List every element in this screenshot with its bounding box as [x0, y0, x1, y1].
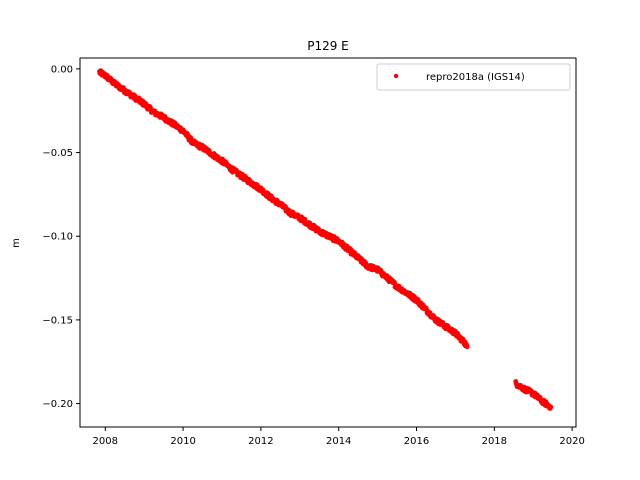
legend: repro2018a (IGS14) — [376, 63, 571, 91]
x-axis: 2008 2010 2012 2014 2016 2018 2020 — [93, 427, 585, 447]
y-tick-label: −0.20 — [42, 399, 73, 410]
x-tick-label: 2018 — [482, 436, 507, 447]
y-tick-label: −0.05 — [42, 148, 73, 159]
axes-frame — [79, 57, 577, 428]
x-tick-label: 2020 — [559, 436, 584, 447]
data-point — [548, 404, 554, 410]
y-axis-label: m — [11, 238, 22, 248]
plot-area — [97, 68, 554, 411]
x-tick-label: 2010 — [170, 436, 195, 447]
legend-marker — [393, 73, 399, 79]
chart-title: P129 E — [307, 39, 349, 53]
y-tick-label: 0.00 — [51, 64, 73, 75]
data-point — [464, 344, 470, 350]
x-tick-label: 2012 — [248, 436, 273, 447]
legend-entry-label: repro2018a (IGS14) — [426, 72, 525, 83]
x-tick-label: 2008 — [93, 436, 118, 447]
x-tick-label: 2016 — [404, 436, 429, 447]
y-tick-label: −0.10 — [42, 232, 73, 243]
y-axis: 0.00 −0.05 −0.10 −0.15 −0.20 — [42, 64, 80, 410]
x-tick-label: 2014 — [326, 436, 351, 447]
legend-box — [376, 63, 571, 91]
y-tick-label: −0.15 — [42, 315, 73, 326]
data-markers — [97, 68, 554, 411]
